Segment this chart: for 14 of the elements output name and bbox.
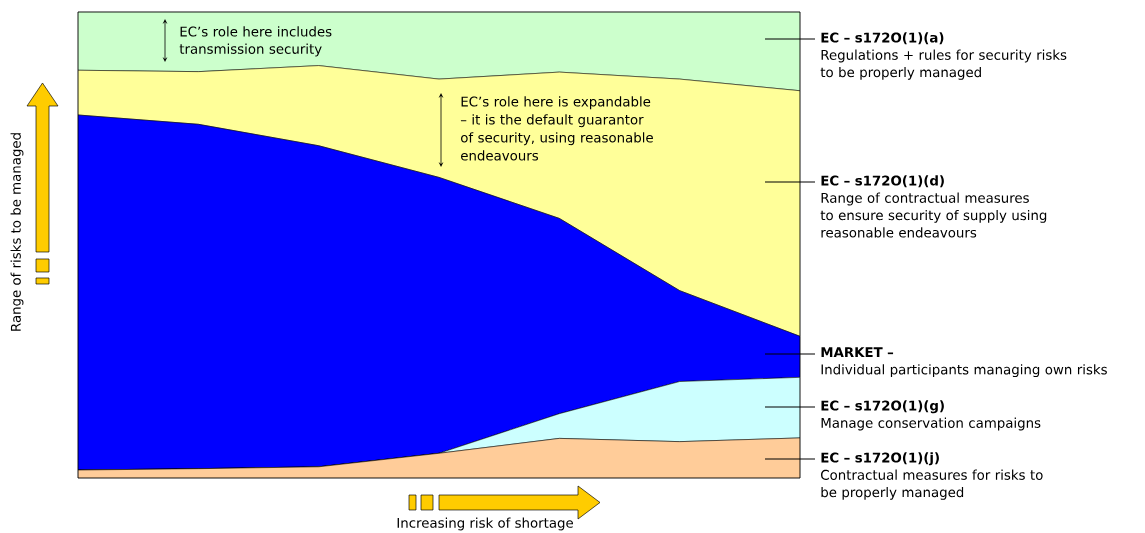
x-axis-title: Increasing risk of shortage [397, 517, 573, 531]
legend-label: EC – s172O(1)(g) [821, 400, 944, 414]
legend-label: EC – s172O(1)(d) [821, 175, 944, 188]
text: Manage conservation campaigns [821, 417, 1041, 431]
text: Individual participants managing own risks [821, 364, 1107, 378]
legend-label: EC – s172O(1)(j) [821, 452, 939, 466]
annotation: EC’s role here is expandable – it is the default guarantor of security, using reasonable endeavours [460, 96, 653, 161]
text: Range of contractual measures to ensure security of supply using reasonable endeavours [820, 192, 1047, 238]
annotation: EC’s role here includes transmission security [179, 26, 332, 57]
y-axis-title: Range of risks to be managed [10, 133, 24, 331]
legend-label: EC – s172O(1)(a) [821, 32, 944, 45]
text: Regulations + rules for security risks to be properly managed [820, 49, 1067, 80]
text: Contractual measures for risks to be properly managed [821, 469, 1043, 500]
legend-label: MARKET – [821, 347, 894, 357]
